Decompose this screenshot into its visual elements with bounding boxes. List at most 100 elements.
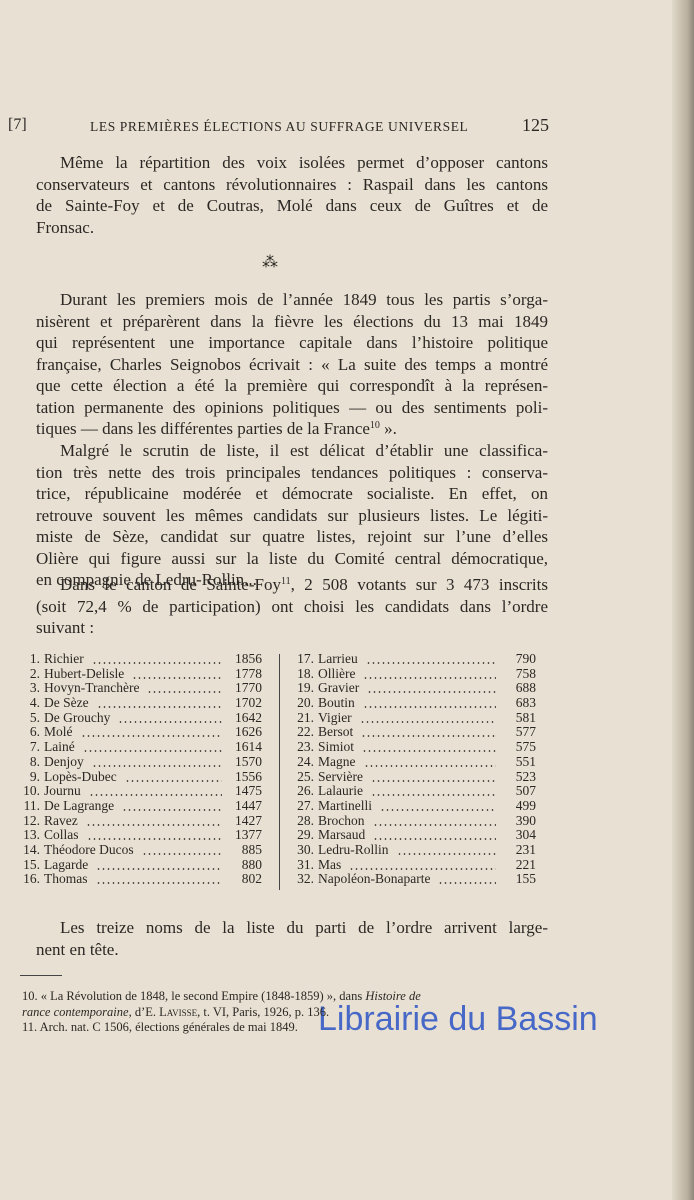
rank: 11. xyxy=(23,797,40,813)
leader-dots xyxy=(86,828,222,843)
leader-dots xyxy=(85,813,222,829)
candidate-name: Ollière xyxy=(318,665,356,681)
footnote-line: 10. « La Révolution de 1848, le second E… xyxy=(22,989,547,1005)
text-line: Les treize noms de la liste du parti de … xyxy=(60,918,548,937)
leader-dots xyxy=(147,681,222,697)
rank: 22. xyxy=(297,724,314,740)
rank: 32. xyxy=(297,871,314,887)
leader-dots xyxy=(118,710,222,726)
text-line: retrouve souvent les mêmes candidats sur… xyxy=(36,505,548,525)
rank: 10. xyxy=(23,783,40,799)
text: tiques — dans les différentes parties de… xyxy=(36,419,370,438)
candidate-name: Simiot xyxy=(318,739,355,755)
text: 10. « La Révolution de 1848, le second E… xyxy=(22,989,366,1003)
text: Histoire de xyxy=(365,989,421,1003)
rank: 27. xyxy=(297,797,314,813)
text-line: Malgré le scrutin de liste, il est délic… xyxy=(60,441,548,460)
votes: 1778 xyxy=(235,665,262,681)
votes: 155 xyxy=(515,871,536,887)
text-line: française, Charles Seignobos écrivait : … xyxy=(36,354,548,374)
candidate-name: Lopès-Dubec xyxy=(44,768,117,784)
text: , d’E. xyxy=(128,1004,160,1019)
candidate-name: Thomas xyxy=(44,871,88,887)
votes: 523 xyxy=(515,768,536,784)
result-row: 27. Martinelli 499 xyxy=(296,797,536,814)
candidate-name: Marsaud xyxy=(318,827,366,843)
candidate-name: Théodore Ducos xyxy=(44,841,134,857)
text-line: de Sainte-Foy et de Coutras, Molé dans c… xyxy=(36,196,548,215)
votes: 1856 xyxy=(235,651,262,666)
rank: 19. xyxy=(297,680,314,696)
votes: 1475 xyxy=(235,783,262,799)
rank: 16. xyxy=(23,871,40,887)
leader-dots xyxy=(438,872,496,887)
rank: 17. xyxy=(297,651,314,666)
result-row: 31. Mas 221 xyxy=(296,857,536,873)
running-title: LES PREMIÈRES ÉLECTIONS AU SUFFRAGE UNIV… xyxy=(90,119,469,134)
candidate-name: Lalaurie xyxy=(318,783,363,799)
rank: 13. xyxy=(23,827,40,843)
result-row: 4. De Sèze 1702 xyxy=(22,695,262,711)
leader-dots xyxy=(365,652,496,667)
leader-dots xyxy=(96,696,222,711)
result-row: 22. Bersot 577 xyxy=(296,724,536,741)
paragraph: Dans le canton de Sainte-Foy11, 2 508 vo… xyxy=(36,574,548,639)
rank: 18. xyxy=(297,665,314,681)
leader-dots xyxy=(361,725,496,741)
text-line: conservateurs et cantons révolutionnaire… xyxy=(36,174,548,194)
leader-dots xyxy=(132,666,222,682)
result-row: 30. Ledru-Rollin 231 xyxy=(296,841,536,858)
leader-dots xyxy=(88,784,222,799)
watermark: Librairie du Bassin xyxy=(318,1000,598,1038)
leader-dots xyxy=(141,842,222,858)
result-row: 15. Lagarde 880 xyxy=(22,856,262,873)
text-line: qui représentent une importance capitale… xyxy=(36,333,548,352)
rank: 6. xyxy=(29,724,40,740)
result-row: 24. Magne 551 xyxy=(296,754,536,770)
leader-dots xyxy=(124,769,222,785)
text-line: Durant les premiers mois de l’année 1849… xyxy=(60,290,548,309)
footnote-rule xyxy=(20,975,62,976)
text-line: suivant : xyxy=(36,618,95,637)
results-column: 1. Richier 1856 2. Hubert-Delisle 1778 3. Hovyn… xyxy=(22,651,262,887)
result-row: 14. Théodore Ducos 885 xyxy=(22,841,262,858)
leader-dots xyxy=(362,696,496,711)
candidate-name: Lagarde xyxy=(44,856,89,872)
candidate-name: Collas xyxy=(44,827,79,843)
candidate-name: Ledru-Rollin xyxy=(318,841,389,857)
leader-dots xyxy=(362,740,496,755)
page-number: 125 xyxy=(522,115,549,135)
footnote: 10. « La Révolution de 1848, le second E… xyxy=(22,989,547,1020)
candidate-name: Ravez xyxy=(44,812,78,828)
text: Lavisse xyxy=(159,1004,198,1019)
text: rance contemporaine xyxy=(22,1004,129,1019)
candidate-name: De Sèze xyxy=(44,695,89,711)
result-row: 11. De Lagrange 1447 xyxy=(22,797,262,814)
rank: 28. xyxy=(297,812,314,828)
candidate-name: Denjoy xyxy=(44,753,84,769)
candidate-name: Larrieu xyxy=(318,651,358,666)
text-line: tation permanente des opinions politique… xyxy=(36,397,548,417)
votes: 575 xyxy=(515,739,536,755)
leader-dots xyxy=(96,857,222,873)
leader-dots xyxy=(91,652,222,667)
votes: 507 xyxy=(515,783,536,799)
candidate-name: Gravier xyxy=(318,680,360,696)
text-line: tiques — dans les différentes parties de… xyxy=(36,418,548,440)
leader-dots xyxy=(373,828,496,843)
candidate-name: Vigier xyxy=(318,709,352,725)
asterism: ⁂ xyxy=(262,254,278,271)
text-line: tion très nette des trois principales te… xyxy=(36,462,548,482)
result-row: 2. Hubert-Delisle 1778 xyxy=(22,665,262,682)
footnote: 11. Arch. nat. C 1506, élections général… xyxy=(22,1020,547,1036)
leader-dots xyxy=(380,798,496,814)
result-row: 8. Denjoy 1570 xyxy=(22,753,262,770)
text: Dans le canton de Sainte-Foy xyxy=(60,575,281,594)
text-line: trice, républicaine modérée et démocrate… xyxy=(36,484,548,503)
paragraph: Malgré le scrutin de liste, il est délic… xyxy=(36,440,548,591)
votes: 1447 xyxy=(235,797,262,813)
result-row: 20. Boutin 683 xyxy=(296,695,536,711)
rank: 21. xyxy=(297,709,314,725)
text-line: Olière qui figure aussi sur la liste du … xyxy=(36,548,548,568)
